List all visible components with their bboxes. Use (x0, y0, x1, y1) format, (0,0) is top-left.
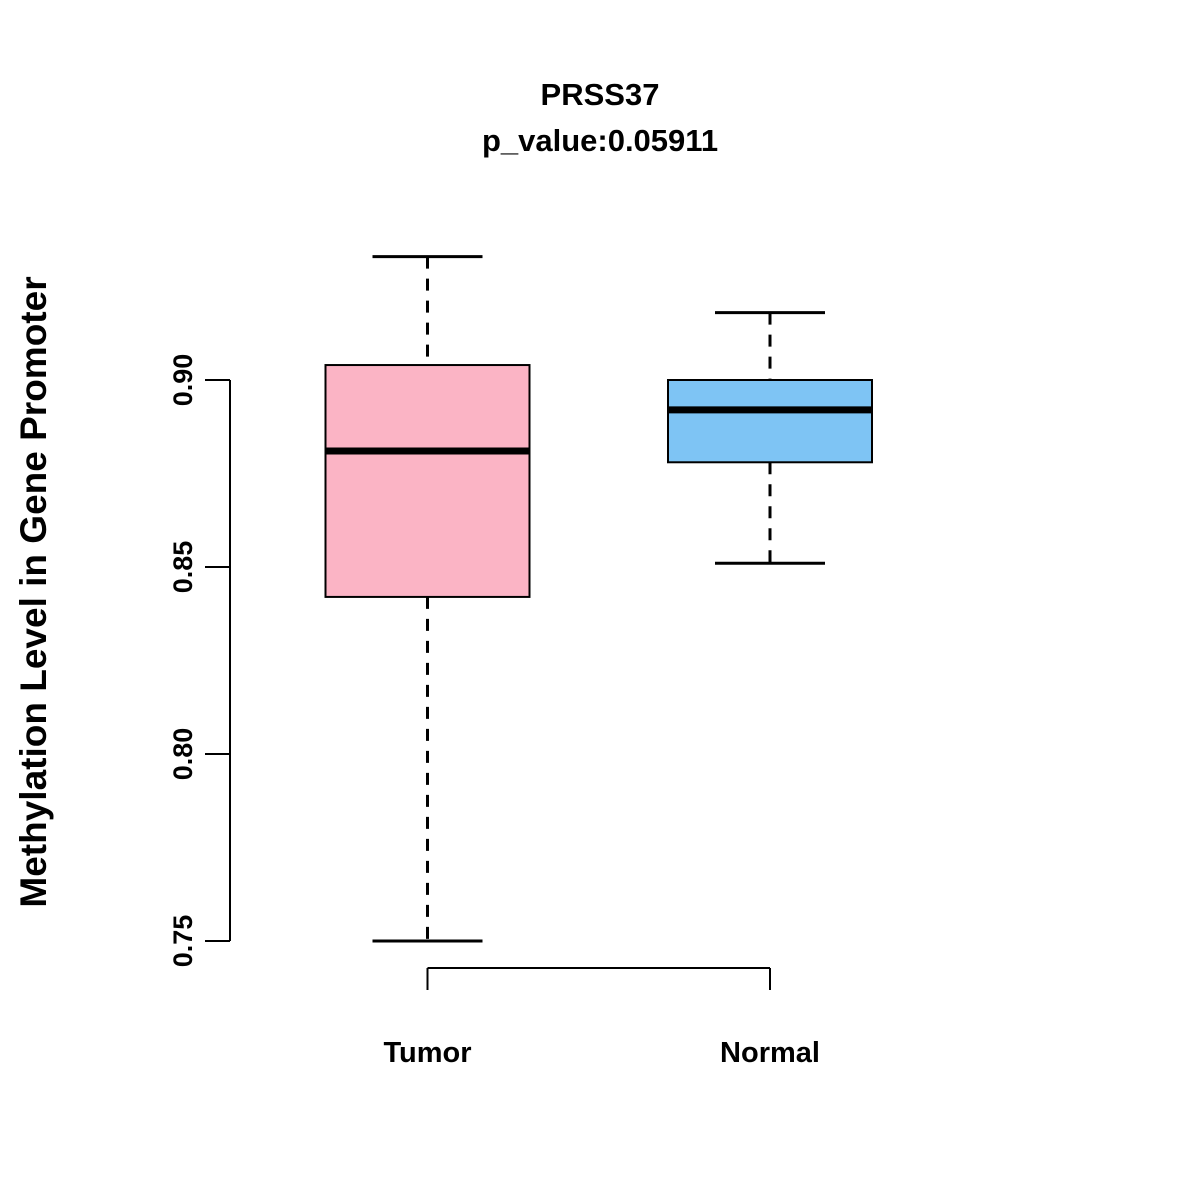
chart-subtitle-pvalue: p_value:0.05911 (481, 123, 719, 158)
y-tick-label: 0.80 (168, 728, 198, 781)
y-tick-label: 0.90 (168, 354, 198, 407)
box-tumor (324, 364, 531, 598)
x-group-label-normal: Normal (720, 1037, 820, 1069)
chart-title: PRSS37 (540, 77, 660, 112)
y-tick-label: 0.75 (168, 915, 198, 968)
x-group-label-tumor: Tumor (383, 1037, 471, 1069)
y-tick-label: 0.85 (168, 541, 198, 594)
box-normal (667, 379, 873, 464)
